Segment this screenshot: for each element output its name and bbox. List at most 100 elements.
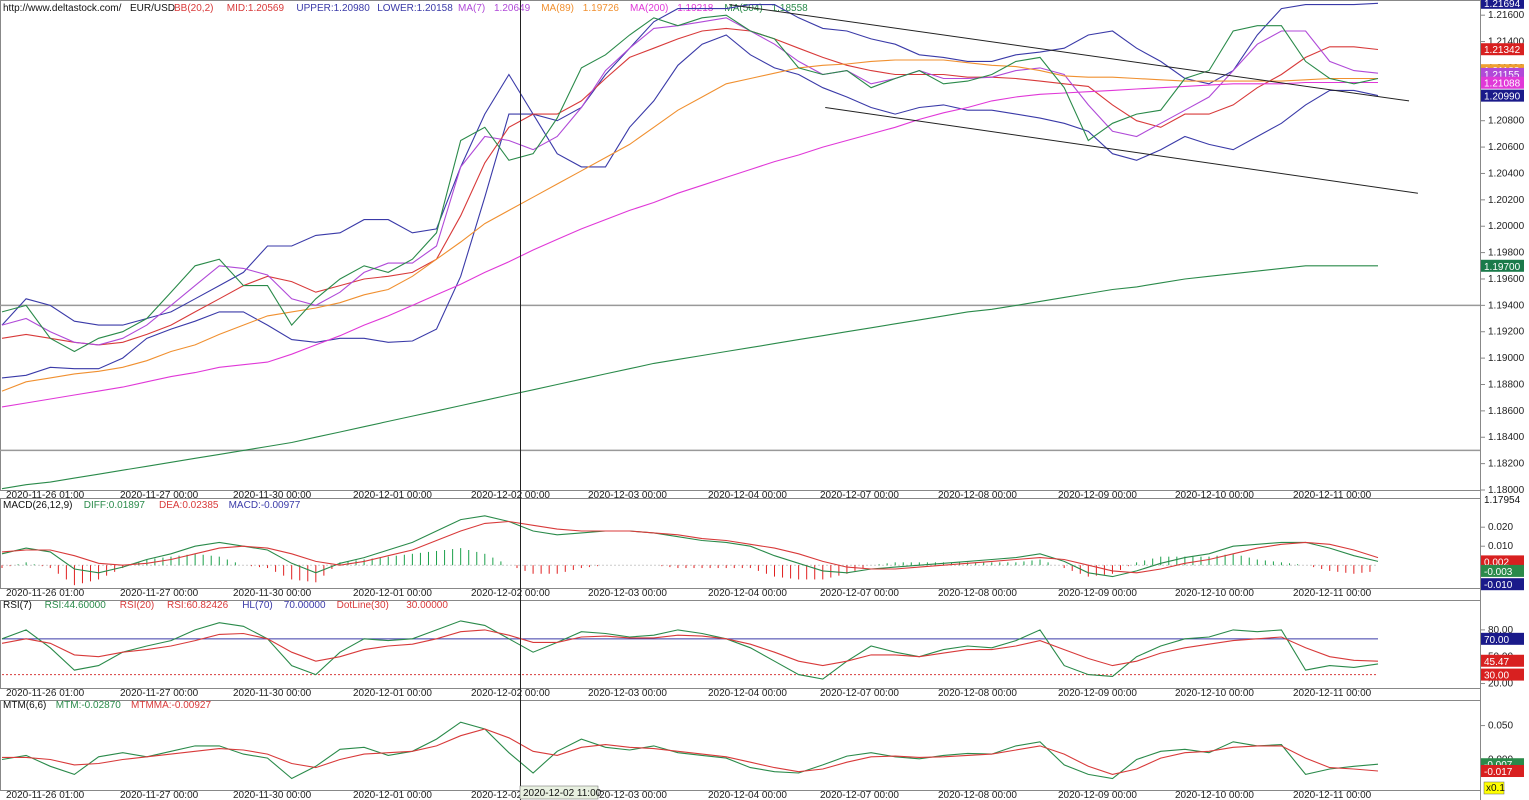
y-tick-label: 1.19400	[1488, 300, 1525, 311]
zoom-badge[interactable]	[1483, 781, 1505, 795]
date-tick-label: 2020-12-07 00:00	[820, 688, 899, 699]
date-tick-label: 2020-12-11 00:00	[1293, 490, 1372, 501]
y-tick-label: 1.19800	[1488, 248, 1525, 259]
trendline[interactable]	[729, 4, 1410, 102]
y-tick-label: 1.18400	[1488, 432, 1525, 443]
crosshair-date: 2020-12-02 11:00	[523, 788, 602, 799]
panel-legend-entry: HL(70)	[242, 600, 273, 611]
date-tick-label: 2020-12-03 00:00	[588, 688, 667, 699]
panel-legend-entry: 70.00000	[284, 600, 326, 611]
series-line	[1, 520, 1379, 574]
price-badge	[1481, 89, 1524, 102]
legend-entry: MA(504)	[724, 3, 762, 14]
y-tick-label: 20.00	[1488, 679, 1513, 690]
date-tick-label: 2020-12-09 00:00	[1058, 790, 1137, 800]
panel-legend-entry: 30.00000	[406, 600, 448, 611]
date-tick-label: 2020-12-01 00:00	[353, 588, 432, 599]
legend-entry: MA(89)	[541, 3, 574, 14]
date-tick-label: 2020-12-11 00:00	[1293, 588, 1372, 599]
y-tick-label: 1.20400	[1488, 168, 1525, 179]
date-tick-label: 2020-11-30 00:00	[233, 790, 312, 800]
legend-entry: BB(20,2)	[174, 3, 213, 14]
legend-entry: 1.19726	[583, 3, 620, 14]
trendline[interactable]	[825, 107, 1418, 194]
series-line	[1, 27, 1379, 346]
date-tick-label: 2020-12-07 00:00	[820, 490, 899, 501]
date-tick-label: 2020-12-10 00:00	[1175, 688, 1254, 699]
legend-entry: UPPER:1.20980	[296, 3, 370, 14]
price-badge	[1481, 632, 1524, 645]
legend-entry: MA(7)	[458, 3, 485, 14]
main-panel-frame	[0, 0, 1481, 491]
date-tick-label: 2020-11-26 01:00	[6, 790, 85, 800]
date-tick-label: 2020-12-09 00:00	[1058, 688, 1137, 699]
date-tick-label: 2020-12-11 00:00	[1293, 688, 1372, 699]
date-tick-label: 2020-11-27 00:00	[120, 588, 199, 599]
date-tick-label: 2020-12-01 00:00	[353, 688, 432, 699]
price-badge	[1481, 555, 1524, 568]
y-tick-label: 1.19600	[1488, 274, 1525, 285]
date-tick-label: 2020-11-30 00:00	[233, 588, 312, 599]
price-badge	[1481, 654, 1524, 667]
panel-legend-entry: MTM:-0.02870	[56, 700, 121, 711]
date-tick-label: 2020-11-27 00:00	[120, 688, 199, 699]
price-badge-label: 1.21088	[1484, 79, 1521, 90]
crosshair-value: 1.17954	[1484, 495, 1521, 506]
panel-legend-entry: RSI(7)	[3, 600, 32, 611]
panel-legend-entry: DIFF:0.01897	[84, 500, 146, 511]
price-badge-label: 1.21342	[1484, 45, 1521, 56]
y-tick-label: 1.18800	[1488, 379, 1525, 390]
series-line	[1, 721, 1379, 780]
series-line	[1, 34, 1379, 379]
date-tick-label: 2020-12-03 00:00	[588, 490, 667, 501]
symbol-label: EUR/USD	[130, 3, 175, 14]
price-badge-label: 0.002	[1484, 557, 1509, 568]
series-line	[1, 14, 1379, 353]
panel-legend-entry: DEA:0.02385	[159, 500, 219, 511]
legend-entry: 1.18558	[772, 3, 809, 14]
date-tick-label: 2020-12-04 00:00	[708, 790, 787, 800]
date-tick-label: 2020-12-03 00:00	[588, 588, 667, 599]
source-url[interactable]: http://www.deltastock.com/	[3, 3, 122, 14]
date-tick-label: 2020-12-01 00:00	[353, 490, 432, 501]
date-tick-label: 2020-12-07 00:00	[820, 790, 899, 800]
panel-legend-entry: MTM(6,6)	[3, 700, 46, 711]
price-badge-label: -0.003	[1484, 567, 1513, 578]
date-tick-label: 2020-12-07 00:00	[820, 588, 899, 599]
panel-legend-entry: MTMMA:-0.00927	[131, 700, 211, 711]
price-badge	[1481, 76, 1524, 89]
price-badge	[1481, 0, 1524, 9]
price-badge	[1481, 765, 1524, 778]
date-tick-label: 2020-12-10 00:00	[1175, 490, 1254, 501]
panel-legend-entry: MACD(26,12,9)	[3, 500, 72, 511]
date-tick-label: 2020-12-10 00:00	[1175, 790, 1254, 800]
panel-legend-entry: RSI(20)	[120, 600, 154, 611]
macd-panel-frame	[0, 498, 1481, 589]
price-badge-label: -0.010	[1484, 580, 1513, 591]
price-badge-label: 1.21694	[1484, 0, 1521, 10]
price-badge	[1481, 668, 1524, 681]
price-badge-label: 30.00	[1484, 671, 1509, 682]
price-badge-label: 1.20990	[1484, 92, 1521, 103]
price-badge-label: 1.19700	[1484, 262, 1521, 273]
panel-legend-entry: DotLine(30)	[337, 600, 389, 611]
date-tick-label: 2020-12-09 00:00	[1058, 588, 1137, 599]
date-tick-label: 2020-12-10 00:00	[1175, 588, 1254, 599]
price-badge-label: 70.00	[1484, 635, 1509, 646]
y-tick-label: 80.00	[1488, 625, 1513, 636]
date-tick-label: 2020-12-04 00:00	[708, 490, 787, 501]
date-tick-label: 2020-11-27 00:00	[120, 490, 199, 501]
date-tick-label: 2020-12-02 00:00	[471, 790, 550, 800]
series-line	[1, 17, 1379, 346]
legend-entry: MA(200)	[630, 3, 668, 14]
y-tick-label: 1.18200	[1488, 459, 1525, 470]
date-tick-label: 2020-12-04 00:00	[708, 688, 787, 699]
price-badge	[1481, 578, 1524, 591]
date-tick-label: 2020-12-02 00:00	[471, 688, 550, 699]
y-tick-label: 1.18000	[1488, 485, 1525, 496]
series-line	[1, 265, 1378, 490]
y-tick-label: 1.21600	[1488, 10, 1525, 21]
date-tick-label: 2020-11-26 01:00	[6, 588, 85, 599]
series-line	[1, 629, 1379, 667]
